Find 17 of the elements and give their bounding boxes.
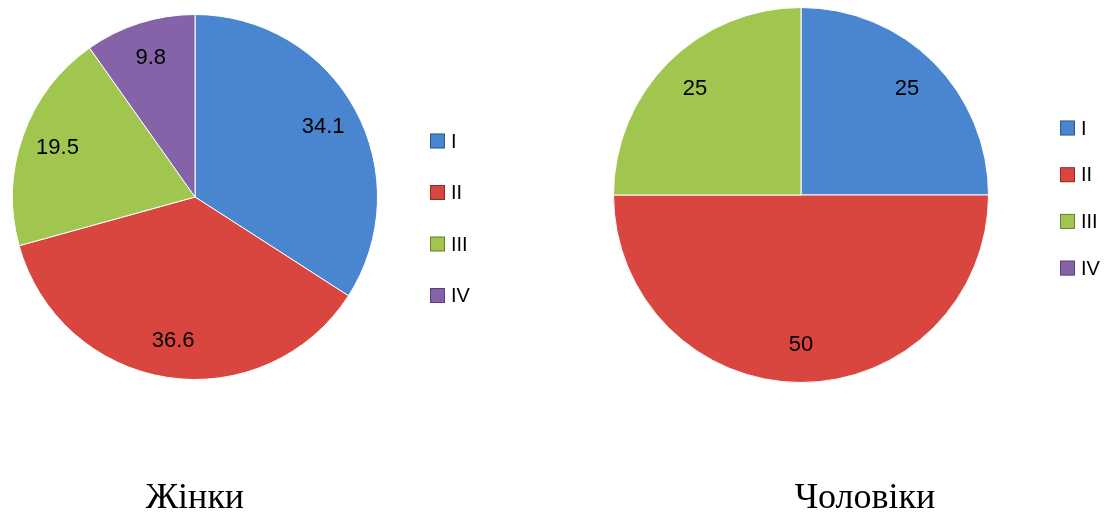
data-label: 19.5 bbox=[36, 134, 79, 160]
legend-label: II bbox=[451, 181, 463, 204]
legend-label: III bbox=[1081, 209, 1098, 232]
data-label: 25 bbox=[682, 75, 708, 100]
data-label: 50 bbox=[788, 331, 814, 357]
legend-label: IV bbox=[1081, 256, 1101, 279]
legend-label: IV bbox=[451, 284, 471, 307]
legend-label: II bbox=[1081, 163, 1093, 186]
legend-label: III bbox=[451, 232, 468, 255]
legend-label: I bbox=[1081, 116, 1087, 139]
legend-label: I bbox=[451, 129, 457, 152]
data-label: 25 bbox=[894, 75, 920, 100]
data-label: 34.1 bbox=[301, 113, 345, 139]
text: Жінки bbox=[145, 475, 245, 518]
text: Чоловіки bbox=[794, 475, 936, 518]
data-label: 36.6 bbox=[151, 327, 195, 353]
data-label: 9.8 bbox=[135, 43, 167, 69]
